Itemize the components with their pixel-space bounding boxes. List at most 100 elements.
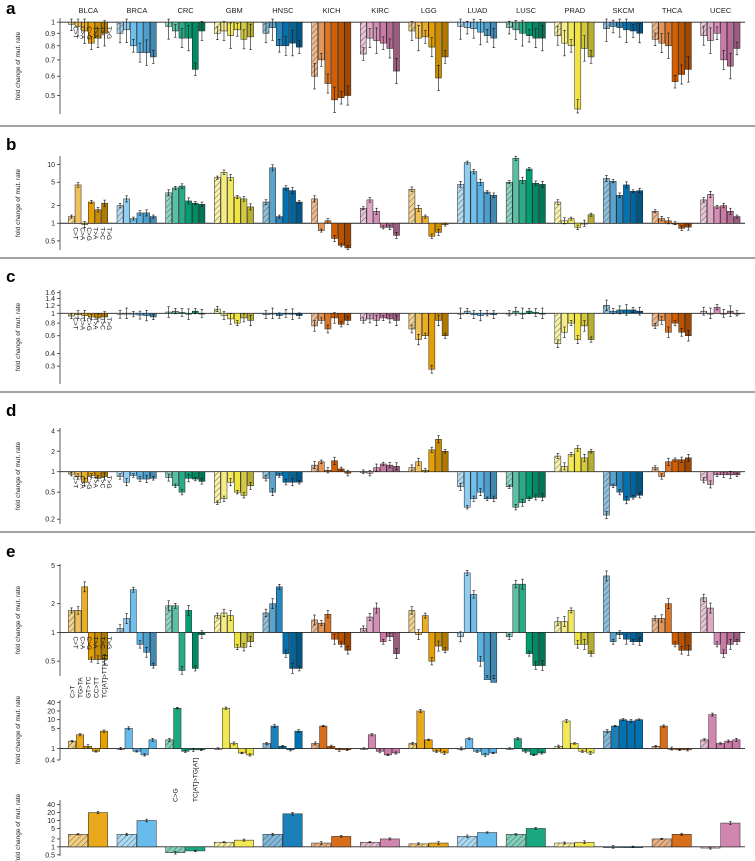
bar-hatch-e1-hnsc (262, 612, 269, 633)
bar-b-brca-1 (123, 198, 130, 224)
bar-e2-prad-1 (562, 720, 571, 749)
y-tick-label-c: 1.6 (45, 290, 55, 297)
bar-b-blca-1 (74, 184, 82, 224)
cancer-header-thca: THCA (662, 6, 682, 15)
bar-d-lgg-3 (428, 449, 436, 472)
bar-b-ucec-2 (713, 206, 721, 224)
bar-hatch-c-kirc (360, 313, 367, 321)
y-tick-label-e2: 40 (47, 700, 55, 707)
bar-hatch-b-ucec (700, 199, 707, 224)
mutation-label-d: C>T (72, 476, 79, 488)
bar-a-thca-3 (671, 21, 679, 82)
bar-e3-thca-1 (671, 834, 692, 848)
y-tick-label-e3: 20 (47, 810, 55, 817)
y-tick-label-e2: 20 (47, 708, 55, 715)
bar-hatch-e2-ucec (700, 739, 709, 749)
y-tick-label-c: 0.4 (45, 351, 55, 358)
y-tick-label-e1: 2 (51, 601, 55, 608)
bar-e2-skcm-3 (627, 720, 636, 749)
bar-hatch-e1-kich (311, 619, 318, 633)
bar-hatch-b-prad (554, 202, 561, 224)
bar-e2-skcm-4 (635, 719, 643, 749)
mutation-label-e3: C>G (173, 788, 180, 802)
y-tick-label-e2: 5 (51, 726, 55, 733)
bar-e2-lusc-1 (513, 738, 522, 749)
bar-d-lusc-4 (532, 471, 540, 498)
cancer-header-hnsc: HNSC (272, 6, 294, 15)
bar-b-gbm-3 (234, 196, 241, 224)
bar-e1-prad-2 (567, 610, 575, 633)
bar-hatch-e2-hnsc (262, 743, 271, 749)
mutation-label-e1: T>A (92, 636, 99, 649)
bar-d-crc-1 (172, 471, 179, 487)
bar-d-prad-2 (567, 454, 575, 472)
bar-d-skcm-3 (623, 471, 630, 501)
bar-b-hnsc-4 (289, 190, 296, 224)
bar-e1-brca-2 (130, 589, 137, 633)
y-tick-label-b: 2 (51, 203, 55, 210)
cancer-header-brca: BRCA (127, 6, 148, 15)
bar-e1-hnsc-4 (289, 632, 296, 669)
bar-e1-hnsc-2 (275, 586, 283, 633)
bar-b-crc-4 (192, 202, 199, 224)
panel-label-c: c (6, 267, 15, 286)
bar-e2-kirc-1 (367, 734, 376, 749)
panel-label-b: b (6, 135, 16, 154)
bar-hatch-e2-lgg (408, 743, 417, 749)
bar-e1-luad-1 (463, 572, 471, 633)
bar-e2-ucec-1 (708, 714, 717, 749)
bar-hatch-b-skcm (603, 178, 610, 224)
cancer-header-kirc: KIRC (371, 6, 390, 15)
bar-e1-lgg-3 (428, 632, 436, 662)
bar-d-lgg-5 (441, 451, 449, 472)
bar-hatch-b-luad (457, 184, 464, 224)
bar-b-lusc-3 (525, 168, 533, 224)
y-axis-title-e2: fold change of mut. rate (15, 695, 22, 764)
bar-d-skcm-2 (616, 471, 624, 493)
bar-e3-brca-1 (136, 820, 157, 848)
cancer-header-crc: CRC (177, 6, 194, 15)
y-tick-label-e2: 0.4 (45, 758, 55, 765)
mutation-label-b: T>G (105, 227, 112, 240)
mutation-labels-e1: C>T C>A C>G T>A T>C T>G (72, 636, 112, 650)
bar-e1-lusc-4 (532, 632, 540, 666)
bar-hatch-c-lgg (408, 313, 415, 329)
mutation-label-a: T>C (98, 26, 105, 39)
bar-d-prad-3 (574, 448, 582, 472)
y-tick-label-e3: 10 (47, 818, 55, 825)
bar-hatch-e1-blca (68, 610, 75, 633)
bar-e3-hnsc-1 (282, 813, 303, 848)
bar-d-skcm-4 (629, 471, 637, 498)
bar-b-crc-2 (178, 185, 186, 224)
mutation-label-b: T>A (92, 227, 99, 240)
y-tick-label-b: 1 (51, 221, 55, 228)
mutation-label-d: T>A (92, 476, 99, 489)
bar-e1-crc-4 (192, 632, 199, 669)
y-axis-title-c: fold change of mut. rate (15, 302, 22, 371)
panel-label-a: a (6, 0, 16, 18)
bar-b-kich-4 (337, 223, 345, 246)
mutation-label-e1: T>G (105, 636, 112, 649)
bar-hatch-b-kich (311, 198, 318, 224)
bar-e2-skcm-1 (611, 725, 620, 749)
bar-hatch-b-thca (652, 211, 659, 224)
bar-d-lgg-4 (435, 439, 442, 472)
bar-b-kirc-1 (366, 199, 374, 224)
y-tick-label-c: 0.6 (45, 333, 55, 340)
bar-a-prad-3 (574, 21, 582, 110)
bar-d-prad-5 (587, 451, 595, 472)
mutation-labels-c: C>T C>A C>G T>A T>C T>G (72, 317, 112, 331)
chart-panel-d: 0.2 0.5 1 2 4 fold change of mut. rate C>T C>A C… (15, 428, 745, 524)
bar-e2-hnsc-4 (294, 730, 303, 749)
bar-e2-blca-4 (100, 730, 108, 749)
chart-panel-c: 0.3 0.4 0.6 0.8 11.21.41.6 fold change of mut… (15, 290, 745, 384)
bar-hatch-e2-skcm (603, 731, 611, 749)
bar-e3-lusc-1 (525, 828, 546, 848)
bar-e1-brca-5 (150, 632, 157, 666)
bar-hatch-e3-lusc (506, 834, 526, 847)
bar-e2-luad-1 (465, 738, 474, 749)
bar-a-kich-5 (344, 21, 352, 96)
bar-hatch-d-skcm (603, 471, 610, 516)
bar-b-luad-1 (463, 162, 471, 224)
